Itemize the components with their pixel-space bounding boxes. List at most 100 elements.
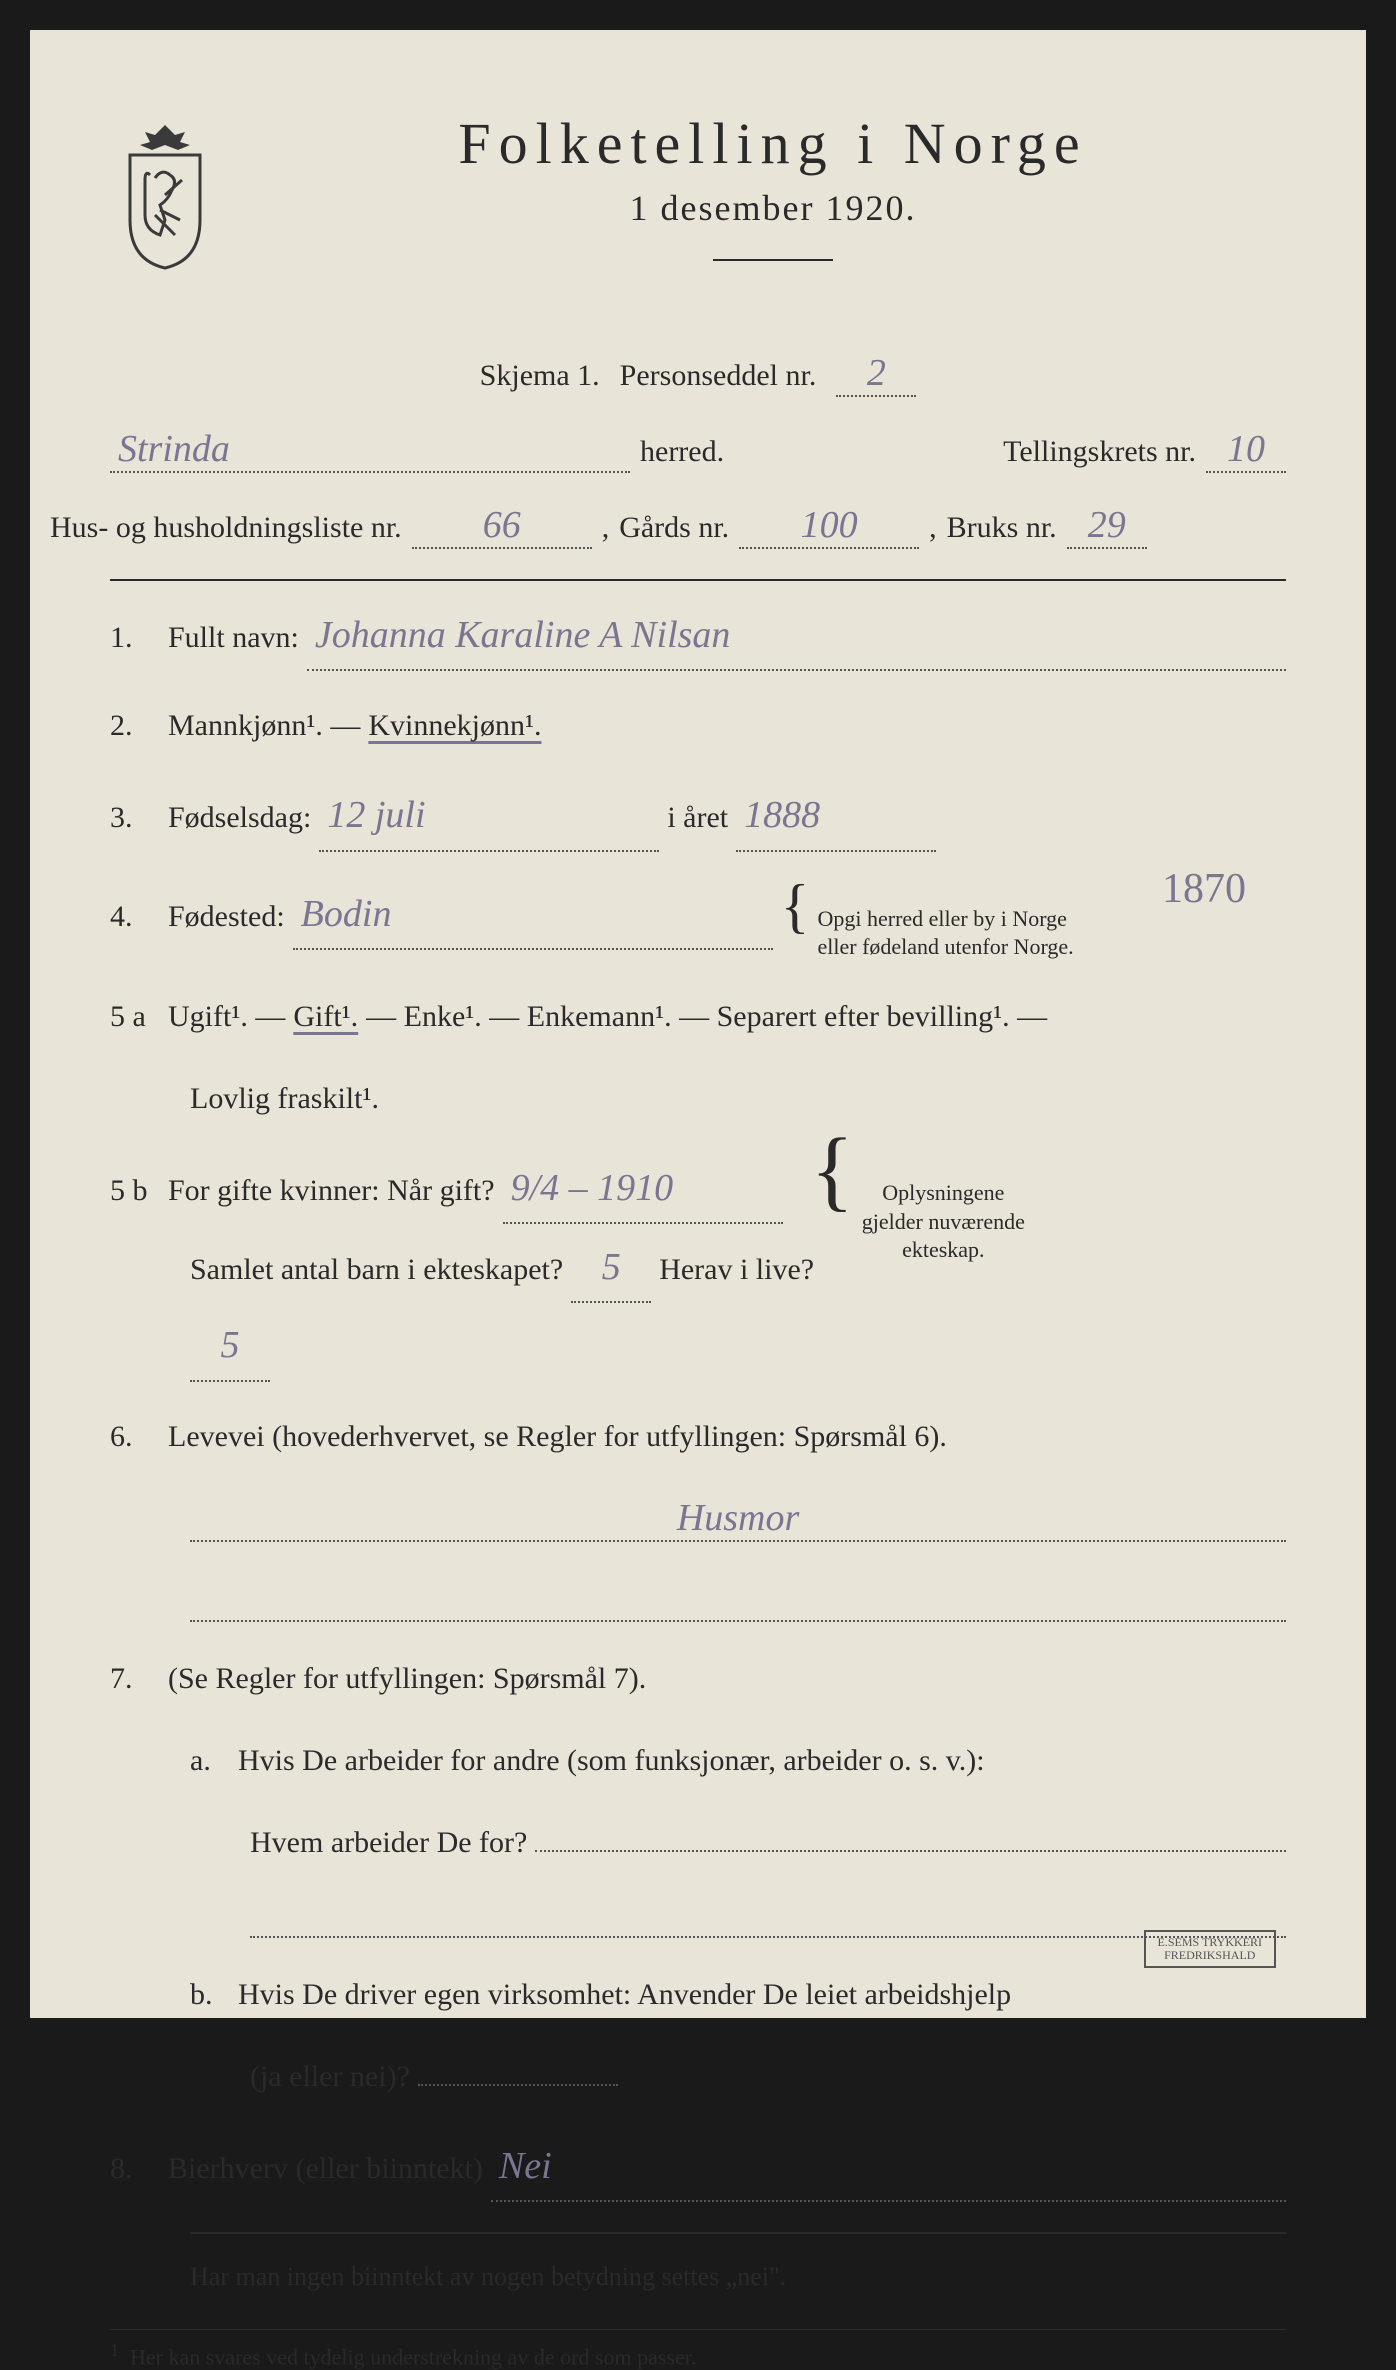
- q8-num: 8.: [110, 2142, 160, 2196]
- q5b-row2: Samlet antal barn i ekteskapet? 5 Herav …: [110, 1233, 850, 1382]
- q6-label: Levevei (hovederhvervet, se Regler for u…: [168, 1410, 947, 1464]
- q2-num: 2.: [110, 699, 160, 753]
- q5a-rest: — Enke¹. — Enkemann¹. — Separert efter b…: [366, 990, 1047, 1044]
- q8-value: Nei: [491, 2132, 1286, 2202]
- footnote: 1 Her kan svares ved tydelig understrekn…: [110, 2340, 1286, 2370]
- q1-row: 1. Fullt navn: Johanna Karaline A Nilsan: [110, 601, 1286, 671]
- skjema-label: Skjema 1.: [480, 359, 600, 393]
- q4-value: Bodin: [293, 880, 773, 950]
- q4-note-1: Opgi herred eller by i Norge: [817, 906, 1066, 931]
- q7a-row2: Hvem arbeider De for?: [110, 1816, 1286, 1870]
- q7b-row: b. Hvis De driver egen virksomhet: Anven…: [110, 1968, 1286, 2022]
- q1-label: Fullt navn:: [168, 611, 299, 665]
- personseddel-label: Personseddel nr.: [620, 359, 817, 393]
- footer-note: Har man ingen biinntekt av nogen betydni…: [110, 2254, 1286, 2301]
- q2-kvinne: Kvinnekjønn¹.: [368, 699, 541, 753]
- q6-blank-2: [190, 1572, 1286, 1622]
- q5b-barn: 5: [571, 1233, 651, 1303]
- q4-note: Opgi herred eller by i Norge eller fødel…: [817, 905, 1073, 962]
- husliste-label: Hus- og husholdningsliste nr.: [50, 511, 402, 545]
- q7a-label: Hvem arbeider De for?: [250, 1816, 527, 1870]
- q3-label: Fødselsdag:: [168, 791, 311, 845]
- q7b-num: b.: [190, 1968, 230, 2022]
- q5b-barn-label: Samlet antal barn i ekteskapet?: [190, 1243, 563, 1297]
- q5b-label: For gifte kvinner: Når gift?: [168, 1164, 495, 1218]
- q8-label: Bierhverv (eller biinntekt): [168, 2142, 483, 2196]
- gards-label: Gårds nr.: [619, 511, 729, 545]
- q5a-fraskilt: Lovlig fraskilt¹.: [190, 1072, 379, 1126]
- q5b-live-label: Herav i live?: [659, 1243, 814, 1297]
- q6-row: 6. Levevei (hovederhvervet, se Regler fo…: [110, 1410, 1286, 1464]
- stamp-line-1: E.SEMS TRYKKERI: [1158, 1935, 1262, 1949]
- q8-row: 8. Bierhverv (eller biinntekt) Nei: [110, 2132, 1286, 2202]
- bruks-value: 29: [1067, 503, 1147, 549]
- q7a-blank: [250, 1898, 1286, 1938]
- q1-num: 1.: [110, 611, 160, 665]
- tellingskrets-value: 10: [1206, 427, 1286, 473]
- q5b-note-1: Oplysningene: [882, 1180, 1004, 1205]
- q7-row: 7. (Se Regler for utfyllingen: Spørsmål …: [110, 1652, 1286, 1706]
- q7-num: 7.: [110, 1652, 160, 1706]
- q5b-num: 5 b: [110, 1164, 160, 1218]
- stamp-line-2: FREDRIKSHALD: [1164, 1948, 1255, 1962]
- q5b-note: Oplysningene gjelder nuværende ekteskap.: [862, 1179, 1025, 1265]
- q3-day: 12 juli: [319, 781, 659, 851]
- printer-stamp: E.SEMS TRYKKERI FREDRIKSHALD: [1144, 1930, 1276, 1968]
- q7a-value: [535, 1850, 1286, 1852]
- q5b-note-3: ekteskap.: [902, 1237, 984, 1262]
- q4-label: Fødested:: [168, 890, 285, 944]
- skjema-row: Skjema 1. Personseddel nr. 2: [110, 351, 1286, 397]
- q7a-row: a. Hvis De arbeider for andre (som funks…: [110, 1734, 1286, 1788]
- title-block: Folketelling i Norge 1 desember 1920.: [260, 110, 1286, 301]
- q5a-row2: Lovlig fraskilt¹.: [110, 1072, 1286, 1126]
- herred-row: Strinda herred. Tellingskrets nr. 10: [110, 427, 1286, 473]
- q7b-row2: (ja eller nei)?: [110, 2050, 1286, 2104]
- personseddel-value: 2: [836, 351, 916, 397]
- q7b-label: (ja eller nei)?: [250, 2050, 410, 2104]
- q7-label: (Se Regler for utfyllingen: Spørsmål 7).: [168, 1652, 646, 1706]
- q5a-gift: Gift¹.: [293, 990, 358, 1044]
- divider: [713, 259, 833, 261]
- q2-mann: Mannkjønn¹. —: [168, 699, 360, 753]
- q7a-num: a.: [190, 1734, 230, 1788]
- footnote-num: 1: [110, 2340, 119, 2360]
- q4-row: 4. Fødested: Bodin { Opgi herred eller b…: [110, 880, 1286, 962]
- q5a-row: 5 a Ugift¹. — Gift¹. — Enke¹. — Enkemann…: [110, 990, 1286, 1044]
- q7b-text: Hvis De driver egen virksomhet: Anvender…: [238, 1968, 1011, 2022]
- census-form-page: Folketelling i Norge 1 desember 1920. Sk…: [30, 30, 1366, 2018]
- coat-of-arms-icon: [110, 120, 220, 270]
- q5b-gift: 9/4 – 1910: [503, 1154, 783, 1224]
- header: Folketelling i Norge 1 desember 1920.: [110, 110, 1286, 301]
- separator: [110, 2329, 1286, 2330]
- gards-value: 100: [739, 503, 919, 549]
- q2-row: 2. Mannkjønn¹. — Kvinnekjønn¹.: [110, 699, 1286, 753]
- q3-year-label: i året: [667, 791, 728, 845]
- husliste-row: Hus- og husholdningsliste nr. 66 , Gårds…: [50, 503, 1286, 549]
- separator: [190, 2232, 1286, 2234]
- q5a-ugift: Ugift¹. —: [168, 990, 285, 1044]
- separator: [110, 579, 1286, 581]
- tellingskrets-label: Tellingskrets nr.: [1003, 435, 1196, 469]
- husliste-value: 66: [412, 503, 592, 549]
- herred-value: Strinda: [110, 427, 630, 473]
- side-year: 1870: [1162, 865, 1246, 913]
- q5b-note-2: gjelder nuværende: [862, 1209, 1025, 1234]
- page-subtitle: 1 desember 1920.: [260, 187, 1286, 229]
- q4-note-2: eller fødeland utenfor Norge.: [817, 934, 1073, 959]
- footnote-text: Her kan svares ved tydelig understreknin…: [130, 2344, 696, 2369]
- q7b-value: [418, 2084, 618, 2086]
- q1-value: Johanna Karaline A Nilsan: [307, 601, 1286, 671]
- q6-value: Husmor: [677, 1497, 799, 1539]
- q5b-live: 5: [190, 1311, 270, 1381]
- q6-value-line: Husmor: [190, 1492, 1286, 1542]
- bruks-label: Bruks nr.: [947, 511, 1057, 545]
- q6-num: 6.: [110, 1410, 160, 1464]
- herred-label: herred.: [640, 435, 724, 469]
- q4-num: 4.: [110, 890, 160, 944]
- q3-year: 1888: [736, 781, 936, 851]
- q3-num: 3.: [110, 791, 160, 845]
- page-title: Folketelling i Norge: [260, 110, 1286, 177]
- q7a-text: Hvis De arbeider for andre (som funksjon…: [238, 1734, 985, 1788]
- q5a-num: 5 a: [110, 990, 160, 1044]
- q3-row: 3. Fødselsdag: 12 juli i året 1888: [110, 781, 1286, 851]
